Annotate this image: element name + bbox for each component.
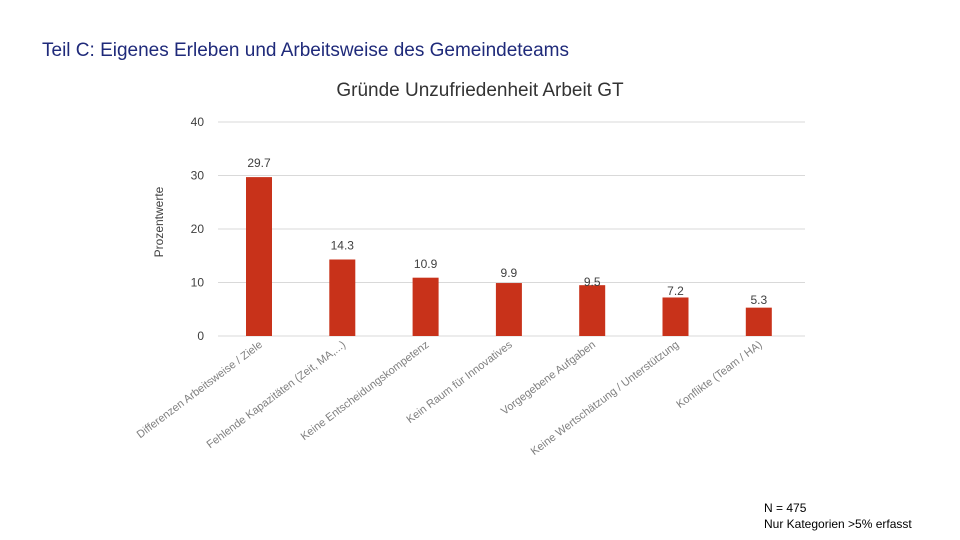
bar [579, 285, 606, 336]
x-tick-label: Fehlende Kapazitäten (Zeit, MA,...) [205, 339, 348, 451]
y-tick-label: 30 [191, 169, 205, 183]
bars [246, 177, 772, 336]
sample-note: N = 475 Nur Kategorien >5% erfasst [764, 500, 912, 532]
y-tick-label: 20 [191, 222, 205, 236]
data-label: 9.5 [584, 275, 601, 289]
x-tick-label: Keine Wertschätzung / Unterstützung [529, 339, 682, 458]
data-label: 7.2 [667, 284, 684, 298]
y-tick-labels: 0 10 20 30 40 [191, 115, 205, 343]
data-label: 5.3 [750, 293, 767, 307]
page-title: Teil C: Eigenes Erleben und Arbeitsweise… [42, 40, 570, 61]
y-tick-label: 40 [191, 115, 205, 129]
sample-size-text: N = 475 [764, 501, 807, 515]
bar [246, 177, 272, 336]
x-tick-label: Vorgegebene Aufgaben [499, 339, 598, 418]
y-tick-label: 0 [197, 329, 204, 343]
bar [495, 283, 522, 336]
y-tick-label: 10 [191, 276, 205, 290]
bar [662, 297, 689, 336]
y-axis-label: Prozentwerte [152, 186, 166, 257]
data-label: 10.9 [414, 257, 438, 271]
bar [412, 277, 439, 336]
data-label: 9.9 [501, 266, 518, 280]
chart-title: Gründe Unzufriedenheit Arbeit GT [336, 80, 624, 101]
data-labels: 29.7 14.3 10.9 9.9 9.5 7.2 5.3 [247, 156, 767, 307]
x-tick-labels: Differenzen Arbeitsweise / ZieleFehlende… [135, 339, 765, 458]
category-filter-text: Nur Kategorien >5% erfasst [764, 517, 912, 531]
data-label: 14.3 [331, 238, 355, 252]
x-tick-label: Konflikte (Team / HA) [674, 339, 764, 411]
data-label: 29.7 [247, 156, 271, 170]
bar [329, 259, 356, 336]
bar [745, 307, 772, 336]
